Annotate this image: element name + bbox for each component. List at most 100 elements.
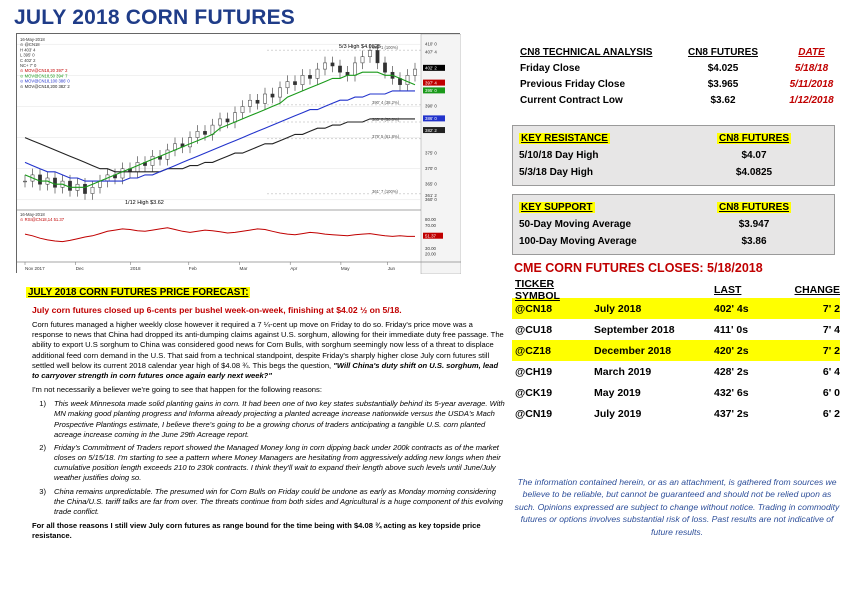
price-label: 397' 4 [425,80,437,85]
ma50-line [24,90,415,182]
legend-line: L 395' 0 [20,53,35,58]
x-label: Dec [76,266,85,271]
price-tag [423,79,445,86]
rsi-line [24,227,415,243]
closes-row: @CZ18 December 2018 420' 2s 7' 2 [512,340,840,361]
fib-label: 408' 1 (100%) [372,45,399,50]
candle-body [195,131,200,138]
candle-body [323,62,327,70]
candle-body [150,155,155,166]
candle-body [68,180,72,191]
candle-body [203,131,207,135]
legend-line: 16-May-2018 [20,37,45,42]
candle-body [278,87,282,98]
fib-label: 390' 4 (38.2%) [372,100,400,105]
x-label: Mar [240,266,248,271]
candle-body [405,75,410,85]
closes-title: CME CORN FUTURES CLOSES: 5/18/2018 [514,261,763,275]
closes-header-change: CHANGE [794,284,840,296]
resistance-header-futures: CN8 FUTURES [716,133,791,144]
x-label: Apr [290,266,298,271]
candle-body [338,65,342,73]
price-chart: 408' 1 (100%) 390' 4 (38.2%) 385' 0 (50.0%… [16,33,461,274]
rsi-label: 20.00 [425,252,437,257]
disclaimer: The information contained herein, or as … [514,477,840,537]
resistance-row: 5/10/18 Day High $4.07 [519,150,767,161]
x-label: Nov 2017 [25,266,45,271]
legend-line: NC+ 7' 0 [20,63,37,68]
rsi-label: 51.37 [425,234,437,239]
closes-header-ticker: TICKER SYMBOL [515,278,560,302]
legend-line: ⊙ @CN18 [20,42,40,47]
candle-body [248,99,252,107]
candle-body [353,62,357,76]
candle-body [90,187,95,194]
forecast-title: JULY 2018 CORN FUTURES PRICE FORECAST: [26,287,251,298]
closes-row: @CU18 September 2018 411' 0s 7' 4 [515,323,840,336]
low-annotation: 1/12 High $3.62 [125,200,164,206]
ma100-line [24,118,415,173]
candle-body [135,162,140,173]
candle-body [293,81,297,85]
x-label: Feb [189,266,197,271]
candle-body [368,50,372,57]
price-label: 410' 0 [425,42,437,47]
candle-body [188,137,192,148]
resistance-row: 5/3/18 Day High $4.0825 [519,167,773,178]
tech-header-label: CN8 TECHNICAL ANALYSIS [520,46,653,58]
candle-body [225,118,230,123]
forecast-paragraph: Corn futures managed a higher weekly clo… [32,320,504,380]
candle-body [255,99,260,104]
candle-body [263,93,267,104]
candle-body [300,75,305,85]
candle-body [383,62,387,73]
candle-body [270,93,275,98]
fib-label: 361' 7 (100%) [372,189,399,194]
candle-body [23,180,27,183]
forecast-body: Corn futures managed a higher weekly clo… [32,320,506,545]
list-item: 1) This week Minnesota made solid plantin… [39,399,505,439]
list-item: 2) Friday's Commitment of Traders report … [39,442,501,483]
candle-body [218,118,222,126]
tech-row: Previous Friday Close $3.965 5/11/2018 [520,78,834,90]
rsi-label: 30.00 [425,246,437,251]
candle-body [83,183,87,194]
candle-body [53,177,57,188]
candle-body [38,174,42,185]
candle-body [330,62,335,67]
price-tag [423,64,445,71]
closes-row: @CK19 May 2019 432' 6s 6' 0 [515,386,840,399]
key-support-box: KEY SUPPORT CN8 FUTURES 50-Day Moving Av… [512,194,835,255]
reasons-list: 1) This week Minnesota made solid plantin… [32,399,506,517]
candle-body [375,50,380,64]
candle-body [120,168,125,179]
price-label: 386' 0 [425,116,437,121]
tech-row: Friday Close $4.025 5/18/18 [520,62,829,74]
support-header: KEY SUPPORT [519,202,595,213]
legend-line: H 403' 4 [20,47,36,52]
resistance-header: KEY RESISTANCE [519,133,610,144]
closes-header-last: LAST [714,284,742,296]
legend-line: ⊙ MOV@CN18,50 394' 7 [20,73,68,78]
forecast-subtitle: July corn futures closed up 6-cents per … [32,305,402,315]
legend-line: ⊙ MOV@CN18,20 397' 2 [20,68,68,73]
candle-body [165,149,170,160]
sublegend-line: ⊙ RSI@CN18,14 51.37 [20,217,65,222]
x-label: Jun [388,266,396,271]
high-annotation: 5/3 High $4.0825 [339,44,381,50]
price-tag [423,127,445,134]
tech-row: Current Contract Low $3.62 1/12/2018 [520,94,834,106]
page-title: JULY 2018 CORN FUTURES [14,6,295,29]
support-header-futures: CN8 FUTURES [716,202,791,213]
price-label: 390' 0 [425,104,437,109]
support-row: 50-Day Moving Average $3.947 [519,219,770,230]
fib-label: 379' 5 (61.8%) [372,134,400,139]
rsi-tag [423,232,443,239]
price-label: 395' 0 [425,88,437,93]
price-label: 407' 4 [425,49,437,54]
candle-body [285,81,290,89]
tech-header-date: DATE [798,46,825,58]
technical-analysis-table: CN8 TECHNICAL ANALYSIS CN8 FUTURES DATE … [520,44,845,108]
forecast-paragraph: I'm not necessarily a believer we're goi… [32,385,322,395]
price-label: 370' 0 [425,166,437,171]
